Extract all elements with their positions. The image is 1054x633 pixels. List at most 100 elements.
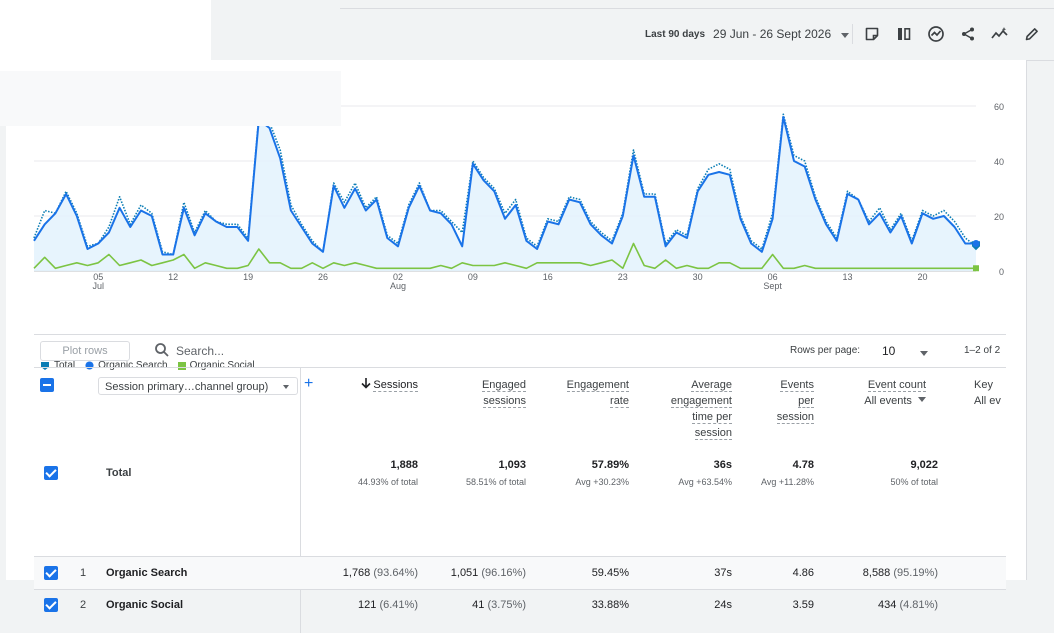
redacted-area [0,0,211,71]
x-tick-month-label: Jul [92,281,104,291]
row-events-pct: (95.19%) [893,567,938,579]
engaged-header-line1: Engaged [481,379,526,392]
eps-header-line2: per [798,395,814,408]
row-engaged: 41 (3.75%) [430,599,526,611]
pagination-status: 1–2 of 2 [964,345,1001,356]
time-header-line1: Average [691,379,732,392]
rows-per-page-label: Rows per page: [790,345,861,356]
row-rank: 2 [80,599,87,611]
legend-item-organic-social[interactable]: Organic Social [177,360,255,371]
search-icon [155,343,169,357]
y-tick-label: 0 [999,267,1004,277]
row-engaged-value: 41 [472,599,485,611]
total-row-checkbox[interactable] [44,466,58,480]
row-events: 434 (4.81%) [824,599,938,611]
note-icon[interactable] [862,24,882,44]
engaged-header-line2: sessions [483,395,526,408]
total-sessions: 1,888 [390,459,418,471]
trend-icon[interactable] [990,24,1010,44]
total-events-share: 50% of total [890,477,938,487]
row-engaged-pct: (96.16%) [481,567,526,579]
total-eps-vs-avg: Avg +11.28% [761,477,814,487]
row-rate: 33.88% [591,599,629,611]
dimension-label: Session primary…channel group) [105,381,269,393]
column-header-engagement-rate[interactable]: Engagement rate [543,377,629,409]
toolbar-divider [852,24,853,44]
total-engaged-share: 58.51% of total [465,477,526,487]
chevron-down-icon [841,32,850,38]
sessions-header-label: Sessions [373,379,418,392]
series-line-organic-social [33,242,976,270]
x-tick-label: 19 [243,272,253,282]
x-tick-month-label: Aug [390,281,406,291]
header-divider [340,8,1054,9]
total-event-count: 9,022 [910,459,938,471]
column-header-engaged-sessions[interactable]: Engaged sessions [446,377,526,409]
column-header-key-events[interactable]: Key All ev [974,377,1006,409]
legend-label-total: Total [54,360,76,371]
time-header-line2: engagement [670,395,732,408]
x-tick-label: 13 [843,272,853,282]
event-count-header-label: Event count [867,379,926,392]
row-time: 37s [714,567,732,579]
column-header-average-engagement-time[interactable]: Average engagement time per session [646,377,732,441]
row-sessions-value: 1,768 [342,567,371,579]
key-events-header-label: Key [974,379,993,391]
rate-header-line1: Engagement [566,379,629,392]
total-engaged-sessions: 1,093 [498,459,526,471]
event-filter-value: All events [864,395,912,407]
row-label: Organic Social [106,599,184,611]
row-events-value: 434 [878,599,897,611]
y-tick-label: 20 [994,212,1004,222]
dimension-selector[interactable]: Session primary…channel group) [98,377,298,395]
column-header-event-count[interactable]: Event count All events [834,377,926,409]
row-events: 8,588 (95.19%) [824,567,938,579]
total-events-per-session: 4.78 [792,459,814,471]
time-header-line4: session [694,427,732,440]
x-tick-label: 02 [393,272,403,282]
y-tick-label: 60 [994,102,1004,112]
chevron-down-icon[interactable] [920,351,928,356]
table-row[interactable]: 1 Organic Search 1,768 (93.64%) 1,051 (9… [34,556,1006,590]
y-tick-label: 40 [994,157,1004,167]
rate-header-line2: rate [610,395,629,408]
row-checkbox[interactable] [44,566,58,580]
select-all-checkbox[interactable] [40,378,54,392]
x-tick-month-label: Sept [763,281,782,291]
row-time: 24s [714,599,732,611]
row-rate: 59.45% [591,567,629,579]
series-line-organic-search [33,116,976,256]
table-controls: Plot rows Rows per page: 10 1–2 of 2 [34,334,1006,368]
add-dimension-button[interactable]: + [304,375,314,392]
total-avg-time: 36s [713,459,732,471]
row-sessions-pct: (6.41%) [379,599,418,611]
row-sessions-pct: (93.64%) [373,567,418,579]
legend-label-organic-social: Organic Social [189,360,255,371]
column-header-events-per-session[interactable]: Events per session [746,377,814,425]
x-tick-label: 16 [543,272,553,282]
insights-icon[interactable] [926,24,946,44]
x-tick-label: 23 [618,272,628,282]
row-engaged-pct: (3.75%) [487,599,526,611]
date-range-picker[interactable]: Last 90 days 29 Jun - 26 Sept 2026 [645,26,850,42]
x-tick-label: 30 [693,272,703,282]
total-rate-vs-avg: Avg +30.23% [575,477,629,487]
row-checkbox[interactable] [44,598,58,612]
x-tick-label: 26 [318,272,328,282]
compare-columns-icon[interactable] [894,24,914,44]
table-row[interactable]: 2 Organic Social 121 (6.41%) 41 (3.75%) … [34,589,1006,621]
total-time-vs-avg: Avg +63.54% [678,477,732,487]
legend-label-organic-search: Organic Search [98,360,168,371]
search-input[interactable] [176,341,376,361]
rows-per-page-select[interactable]: 10 [882,344,896,358]
report-card: 60 40 20 0 05 Jul 12 19 26 02 Aug 09 16 23 30 06 Sept 13 2… [6,60,1027,633]
share-icon[interactable] [958,24,978,44]
edit-icon[interactable] [1022,24,1042,44]
x-tick-label: 12 [168,272,178,282]
plot-rows-button[interactable]: Plot rows [40,341,130,361]
row-sessions: 121 (6.41%) [330,599,418,611]
event-filter-select[interactable]: All events [864,395,926,407]
dimension-column-divider [300,367,301,633]
column-header-sessions[interactable]: Sessions [358,377,418,393]
